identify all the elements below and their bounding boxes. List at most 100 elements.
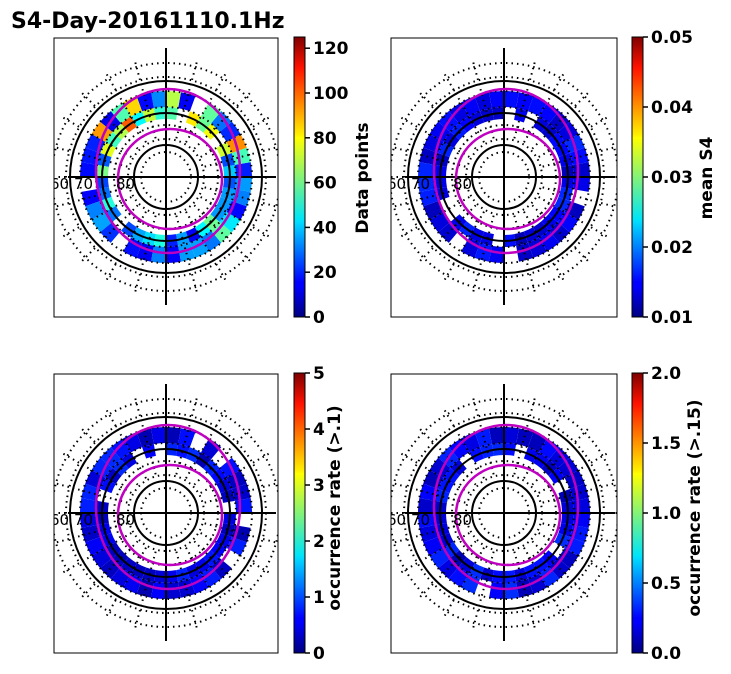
heat-cell: [219, 457, 241, 478]
heat-cell: [569, 147, 589, 165]
grid-radial-dotted: [175, 396, 199, 475]
heat-cell: [80, 162, 98, 177]
grid-radial-dotted: [133, 60, 157, 139]
heat-cell: [448, 102, 469, 124]
heat-cell: [81, 189, 101, 207]
grid-radial-dotted: [542, 522, 617, 545]
heat-cell: [201, 230, 222, 252]
grid-radial-dotted: [204, 522, 278, 545]
heat-cell: [110, 566, 131, 588]
colorbar-tick-label: 0.03: [651, 168, 693, 188]
colorbar-tick-label: 0: [313, 644, 325, 664]
heat-cell: [423, 536, 444, 556]
grid-radial-dotted: [185, 547, 227, 618]
grid-radial-dotted: [418, 91, 477, 150]
grid-radial-dotted: [513, 60, 537, 139]
heat-cell: [504, 427, 519, 445]
grid-radial-dotted: [523, 547, 565, 618]
heat-cell: [178, 428, 196, 448]
colorbar-label: mean S4: [697, 136, 717, 219]
heat-cell: [226, 536, 247, 556]
latitude-label: 60: [387, 175, 406, 193]
colorbar-tick-label: 2.0: [651, 364, 681, 384]
grid-radial-dotted: [538, 452, 609, 494]
colorbar-tick-label: 100: [313, 84, 349, 104]
oval-outer: [432, 87, 580, 255]
colorbar-tick-label: 80: [313, 129, 337, 149]
grid-radial-dotted: [391, 522, 466, 545]
grid-radial-dotted: [80, 204, 139, 263]
grid-radial-dotted: [538, 532, 609, 574]
grid-radial-dotted: [105, 211, 147, 282]
grid-radial-dotted: [54, 145, 128, 168]
colorbar-tick-label: 2: [313, 532, 325, 552]
heat-cell: [504, 91, 519, 109]
grid-radial-dotted: [513, 396, 537, 475]
heat-cell: [91, 457, 113, 478]
heat-cell: [418, 177, 436, 192]
colorbar-tick-label: 1.5: [651, 434, 681, 454]
colorbar-tick-label: 0.02: [651, 238, 693, 258]
heat-cell: [569, 483, 589, 501]
latitude-label: 80: [116, 511, 135, 529]
latitude-label: 80: [116, 175, 135, 193]
heat-cell: [151, 91, 166, 109]
grid-radial-dotted: [531, 91, 590, 150]
colorbar: 0 1 2 3 4 5 occurrence rate (>.1): [293, 364, 345, 664]
heat-cell: [178, 92, 196, 112]
heat-cell: [448, 566, 469, 588]
grid-radial-dotted: [418, 540, 477, 599]
latitude-label: 60: [387, 511, 406, 529]
grid-radial-dotted: [471, 396, 495, 475]
heat-cell: [418, 513, 436, 528]
heat-cell: [210, 111, 232, 133]
grid-radial-dotted: [523, 72, 565, 143]
figure-title: S4-Day-20161110.1Hz: [11, 9, 285, 34]
colorbar-tick-label: 5: [313, 364, 325, 384]
grid-radial-dotted: [175, 551, 199, 630]
grid-radial-dotted: [185, 408, 227, 479]
oval-inner: [116, 463, 224, 567]
heat-cell: [219, 121, 241, 142]
grid-radial-dotted: [391, 481, 466, 504]
grid-radial-dotted: [105, 547, 147, 618]
oval-outer: [94, 87, 242, 255]
grid-radial-dotted: [54, 481, 128, 504]
heat-cell: [166, 581, 181, 599]
grid-radial-dotted: [133, 551, 157, 630]
heat-cell: [489, 427, 504, 445]
heat-cell: [418, 162, 436, 177]
latitude-label: 70: [411, 511, 430, 529]
grid-radial-dotted: [80, 540, 139, 599]
grid-radial-dotted: [61, 196, 132, 238]
grid-radial-dotted: [513, 215, 537, 294]
colorbar-tick-label: 0.0: [651, 644, 681, 664]
oval-inner: [454, 127, 562, 231]
heat-cell: [189, 237, 209, 258]
heat-cell: [123, 96, 143, 117]
colorbar-tick-label: 1: [313, 588, 325, 608]
heat-cell: [80, 513, 98, 528]
heat-cell: [166, 427, 181, 445]
oval-inner: [454, 463, 562, 567]
grid-radial-dotted: [443, 72, 485, 143]
heat-cell: [557, 212, 579, 233]
heat-cell: [151, 427, 166, 445]
axes-frame: [390, 37, 618, 318]
colorbar-tick-label: 1.0: [651, 504, 681, 524]
oval-outer: [432, 423, 580, 591]
heat-cell: [166, 245, 181, 263]
colorbar-tick-label: 0.04: [651, 98, 693, 118]
heat-cell: [527, 573, 547, 594]
colorbar-tick-label: 0.05: [651, 28, 693, 48]
heat-cell: [123, 573, 143, 594]
grid-radial-dotted: [105, 408, 147, 479]
heat-cell: [231, 483, 251, 501]
grid-radial-dotted: [531, 204, 590, 263]
heat-cell: [504, 581, 519, 599]
colorbar-tick-label: 60: [313, 174, 337, 194]
heat-cell: [423, 200, 444, 220]
